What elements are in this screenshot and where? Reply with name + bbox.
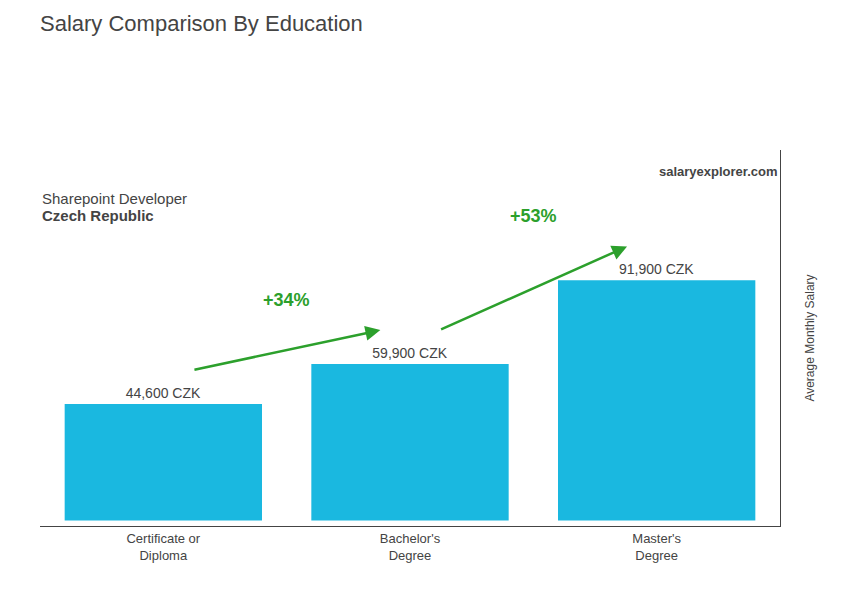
svg-text:+34%: +34% [263,290,310,310]
svg-text:Average Monthly Salary: Average Monthly Salary [803,274,817,401]
svg-text:Sharepoint Developer: Sharepoint Developer [42,190,187,207]
svg-text:91,900 CZK: 91,900 CZK [619,261,694,277]
svg-text:Bachelor'sDegree: Bachelor'sDegree [380,531,441,563]
svg-text:Salary Comparison By Education: Salary Comparison By Education [40,11,363,36]
svg-text:44,600 CZK: 44,600 CZK [126,385,201,401]
svg-text:Certificate orDiploma: Certificate orDiploma [126,531,200,563]
svg-text:salaryexplorer.com: salaryexplorer.com [659,164,778,179]
svg-text:Czech Republic: Czech Republic [42,207,154,224]
svg-text:+53%: +53% [510,206,557,226]
svg-text:59,900 CZK: 59,900 CZK [372,345,447,361]
svg-text:Master'sDegree: Master'sDegree [632,531,681,563]
